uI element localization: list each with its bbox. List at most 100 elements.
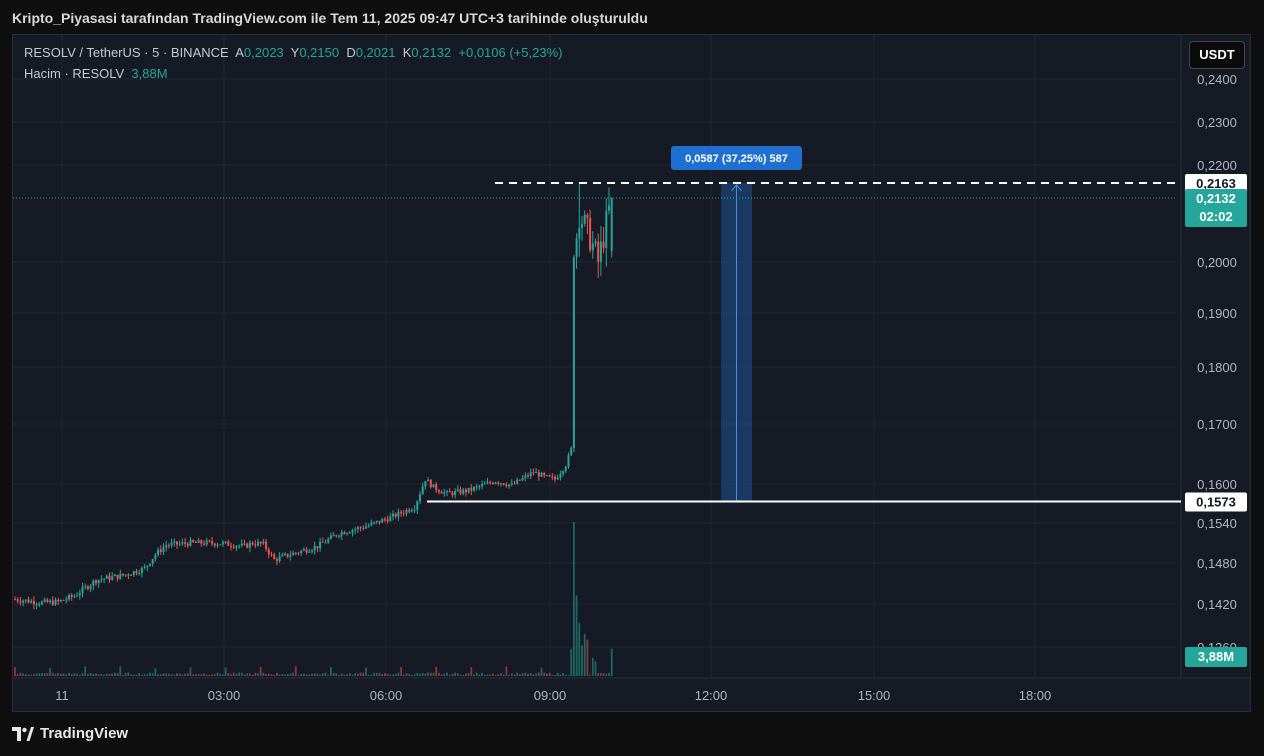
candle-body: [116, 574, 119, 579]
candle-body: [95, 580, 97, 584]
measure-label-text: 0,0587 (37,25%) 587: [685, 153, 788, 165]
candle-body: [89, 585, 92, 589]
volume-bar: [392, 674, 394, 676]
candle-body: [105, 575, 108, 579]
candle-body: [162, 547, 165, 552]
candle-body: [500, 483, 502, 485]
volume-bar: [429, 672, 432, 676]
candle-body: [154, 554, 157, 560]
candle-body: [567, 454, 570, 467]
volume-bar: [532, 674, 535, 676]
volume-bar: [573, 522, 575, 676]
y-tick-label: 0,1600: [1197, 477, 1237, 492]
volume-bar: [559, 674, 562, 676]
volume-bar: [95, 673, 97, 676]
candle-body: [157, 549, 160, 555]
volume-bar: [289, 673, 292, 676]
volume-bar: [70, 674, 73, 676]
volume-value: 3,88M: [131, 66, 168, 81]
candle-body: [68, 595, 70, 600]
candle-body: [494, 482, 497, 484]
candle-body: [524, 475, 527, 478]
candle-body: [421, 486, 424, 495]
candle-body: [27, 599, 30, 603]
volume-bar: [483, 674, 486, 676]
candle-body: [265, 541, 268, 550]
price-chart[interactable]: 0,0587 (37,25%) 587 0,24000,23000,22000,2…: [13, 35, 1250, 711]
candle-body: [356, 527, 359, 530]
candle-body: [394, 513, 397, 517]
candle-body: [575, 238, 578, 258]
candle-body: [213, 543, 216, 546]
volume-label[interactable]: Hacim · RESOLV: [24, 66, 125, 81]
y-tick-label: 0,1700: [1197, 417, 1237, 432]
candle-body: [397, 511, 400, 517]
volume-bar: [300, 673, 303, 676]
currency-button[interactable]: USDT: [1189, 41, 1245, 69]
x-tick-label: 09:00: [534, 688, 567, 703]
volume-bar: [246, 673, 249, 676]
price-tag-current-text: 0,2132: [1196, 191, 1236, 206]
candle-body: [537, 472, 540, 477]
candle-body: [86, 586, 89, 589]
volume-bar: [60, 673, 62, 676]
volume-bar: [405, 673, 408, 676]
candle-body: [562, 471, 565, 474]
close-label: K: [402, 45, 412, 60]
volume-bar: [384, 673, 386, 676]
volume-bar: [146, 674, 149, 676]
candle-body: [486, 482, 489, 484]
candle-body: [508, 484, 511, 487]
candle-body: [543, 472, 546, 476]
candle-body: [32, 600, 35, 605]
volume-bar: [189, 667, 192, 676]
volume-bar: [478, 674, 481, 676]
candle-body: [313, 546, 316, 551]
candle-body: [81, 587, 84, 594]
candle-body: [505, 484, 508, 487]
ohlc-legend: RESOLV / TetherUS · 5 · BINANCE A0,2023 …: [24, 45, 562, 60]
volume-bar: [186, 673, 189, 676]
y-axis-labels: 0,2400 0,2300 0,2200 0,2000 0,1900 0,1800 0,17…: [1197, 72, 1237, 655]
volume-bar: [92, 673, 95, 676]
volume-bar: [54, 673, 57, 676]
measure-arrow-head: [731, 184, 742, 192]
price-tag-low-box: [1185, 492, 1247, 512]
candle-body: [516, 479, 519, 484]
symbol-label[interactable]: RESOLV / TetherUS · 5 · BINANCE: [24, 45, 229, 60]
candle-body: [311, 550, 313, 552]
volume-bar: [254, 672, 257, 676]
volume-bar: [114, 672, 116, 676]
candle-body: [413, 509, 416, 511]
volume-bar: [454, 672, 456, 676]
volume-bar: [200, 674, 203, 676]
volume-bar: [348, 673, 351, 676]
volume-bar: [327, 674, 330, 676]
open-label: A: [235, 45, 244, 60]
volume-bar: [519, 674, 521, 676]
volume-bar: [497, 674, 500, 676]
volume-bar: [594, 661, 597, 676]
candle-body: [224, 541, 227, 543]
volume-bar: [475, 672, 478, 676]
chart-frame[interactable]: 0,0587 (37,25%) 587 0,2400 0,2300 0,2200 0,2…: [12, 34, 1251, 712]
volume-bar: [311, 673, 313, 676]
candle-body: [130, 574, 133, 576]
y-tick-label: 0,2300: [1197, 115, 1237, 130]
candle-body: [46, 599, 49, 603]
volume-bar: [540, 667, 543, 676]
candle-body: [381, 519, 384, 523]
candle-body: [259, 541, 262, 544]
volume-tag-box: [1185, 647, 1247, 667]
candle-body: [92, 580, 95, 586]
volume-bar: [332, 672, 335, 676]
candle-body: [599, 241, 602, 262]
candle-body: [435, 484, 438, 491]
candle-body: [324, 542, 327, 544]
price-tag-current-text: 02:02: [1199, 209, 1232, 224]
volume-bar: [81, 673, 84, 676]
tradingview-logo[interactable]: TradingView: [12, 725, 128, 742]
volume-bar: [73, 673, 76, 676]
volume-bar: [319, 674, 321, 676]
candle-body: [176, 541, 178, 545]
